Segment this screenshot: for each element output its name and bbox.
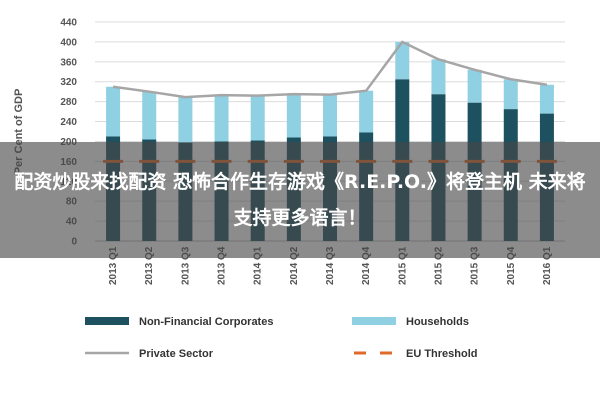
y-tick-label: 360 bbox=[60, 57, 77, 68]
y-tick-label: 440 bbox=[60, 18, 77, 29]
y-tick-label: 320 bbox=[60, 77, 77, 88]
x-tick-label: 2015 Q2 bbox=[433, 246, 444, 285]
bar-households bbox=[395, 41, 410, 80]
x-tick-label: 2013 Q1 bbox=[108, 246, 119, 285]
bar-households bbox=[250, 95, 265, 141]
x-tick-label: 2016 Q1 bbox=[542, 246, 553, 285]
bar-households bbox=[359, 90, 374, 133]
x-tick-label: 2014 Q1 bbox=[253, 246, 264, 285]
legend: Non-Financial Corporates Households Privat… bbox=[85, 316, 478, 360]
legend-label-households: Households bbox=[406, 316, 469, 328]
x-tick-label: 2015 Q4 bbox=[506, 246, 517, 285]
x-tick-label: 2014 Q3 bbox=[325, 246, 336, 285]
legend-label-non-financial-corporates: Non-Financial Corporates bbox=[139, 316, 273, 328]
bar-households bbox=[142, 91, 157, 140]
x-tick-label: 2013 Q4 bbox=[217, 246, 228, 285]
legend-label-eu-threshold: EU Threshold bbox=[406, 348, 478, 360]
x-tick-label: 2015 Q3 bbox=[470, 246, 481, 285]
bar-households bbox=[214, 95, 229, 142]
banner-overlay bbox=[0, 142, 600, 258]
bar-households bbox=[106, 86, 121, 137]
x-tick-label: 2014 Q4 bbox=[361, 246, 372, 285]
y-tick-label: 280 bbox=[60, 97, 77, 108]
y-tick-label: 240 bbox=[60, 117, 77, 128]
legend-swatch-households bbox=[352, 317, 396, 325]
bar-households bbox=[178, 97, 193, 143]
x-tick-label: 2013 Q2 bbox=[144, 246, 155, 285]
x-tick-label: 2013 Q3 bbox=[180, 246, 191, 285]
bar-households bbox=[323, 94, 337, 137]
banner-headline: 配资炒股来找配资 恐怖合作生存游戏《R.E.P.O.》将登主机 未来将支持更多语… bbox=[14, 171, 586, 229]
legend-swatch-non-financial-corporates bbox=[85, 317, 129, 325]
x-axis-tick-labels: 2013 Q1 2013 Q2 2013 Q3 2013 Q4 2014 Q1 2014 … bbox=[108, 246, 553, 285]
bar-households bbox=[286, 94, 301, 138]
y-tick-label: 400 bbox=[60, 37, 77, 48]
x-tick-label: 2014 Q2 bbox=[289, 246, 300, 285]
bar-households bbox=[503, 79, 518, 110]
bar-households bbox=[467, 69, 482, 103]
bar-households bbox=[431, 59, 446, 95]
line-private-sector bbox=[112, 40, 548, 99]
bar-households bbox=[539, 84, 554, 114]
x-tick-label: 2015 Q1 bbox=[397, 246, 408, 285]
legend-label-private-sector: Private Sector bbox=[139, 348, 214, 360]
